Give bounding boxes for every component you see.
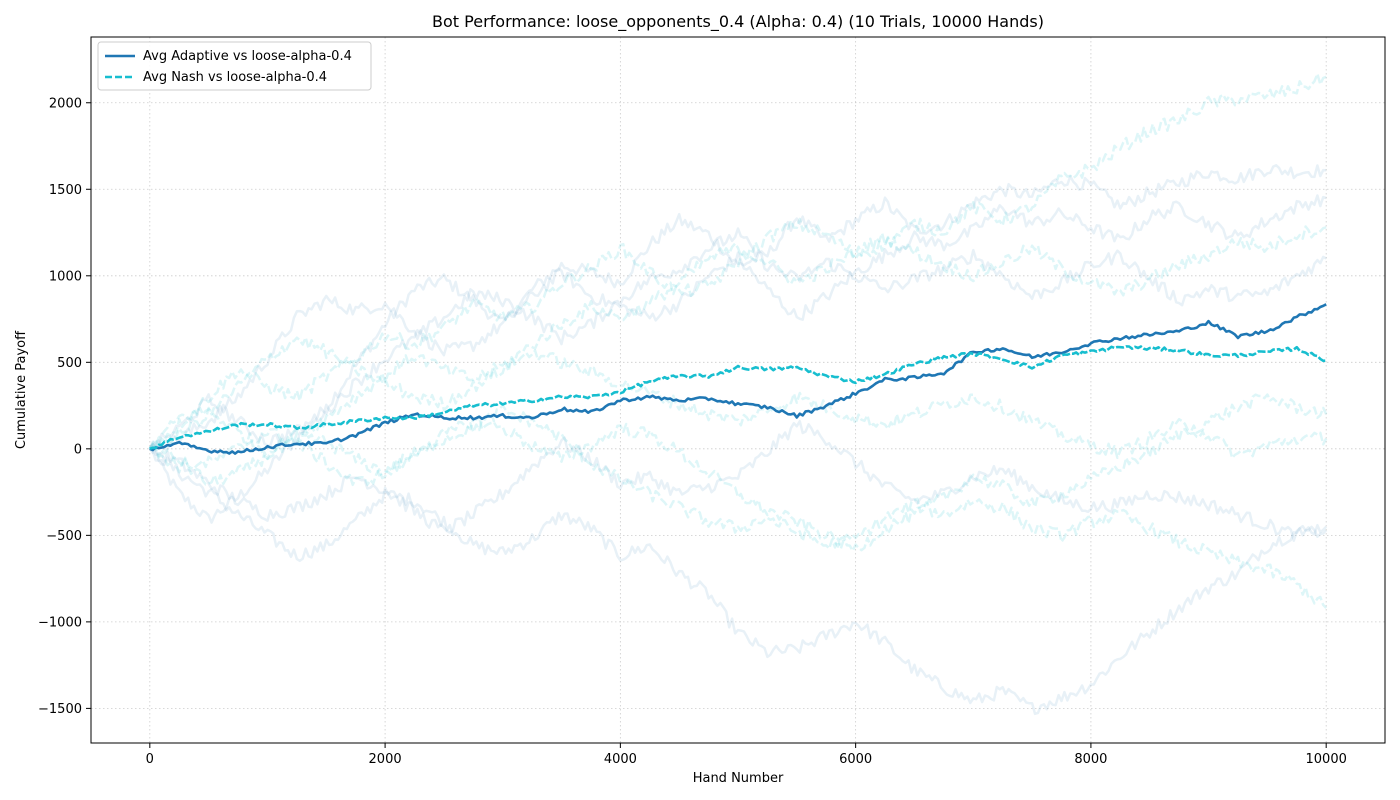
x-tick-label: 8000 — [1074, 752, 1107, 767]
trial-trace-nash — [149, 404, 1328, 609]
trial-trace-adaptive — [148, 164, 1327, 524]
legend-label-nash: Avg Nash vs loose-alpha-0.4 — [143, 70, 327, 85]
x-tick-label: 10000 — [1306, 752, 1347, 767]
y-axis-label: Cumulative Payoff — [14, 330, 29, 449]
trial-trace-nash — [148, 336, 1328, 460]
x-axis-label: Hand Number — [693, 771, 784, 786]
trial-trace-adaptive — [148, 227, 1327, 450]
trial-trace-adaptive — [148, 444, 1328, 716]
y-tick-label: −1500 — [38, 702, 82, 717]
legend-box — [97, 41, 372, 91]
series-line-nash — [149, 345, 1327, 451]
x-tick-label: 2000 — [369, 752, 402, 767]
x-axis-ticks: 0 2000 4000 6000 8000 10000 — [146, 743, 1347, 767]
x-tick-label: 4000 — [604, 752, 637, 767]
y-tick-label: −1000 — [38, 615, 82, 630]
trial-trace-adaptive — [148, 194, 1327, 455]
y-tick-label: 1500 — [49, 183, 82, 198]
grid — [91, 37, 1385, 743]
x-tick-label: 6000 — [839, 752, 872, 767]
x-tick-label: 0 — [146, 752, 154, 767]
plot-frame — [90, 36, 1386, 744]
y-axis-ticks: −1500 −1000 −500 0 500 1000 1500 2000 — [38, 96, 91, 717]
trial-trace-adaptive — [148, 419, 1328, 542]
trial-trace-nash — [149, 393, 1328, 552]
legend-label-adaptive: Avg Adaptive vs loose-alpha-0.4 — [143, 49, 352, 64]
average-series — [149, 303, 1327, 455]
series-line-adaptive — [149, 303, 1327, 455]
trial-trace-nash — [149, 72, 1327, 451]
y-tick-label: 500 — [57, 356, 82, 371]
y-tick-label: 2000 — [49, 96, 82, 111]
y-tick-label: 1000 — [49, 269, 82, 284]
trial-traces — [148, 72, 1328, 716]
y-tick-label: −500 — [46, 529, 82, 544]
y-tick-label: 0 — [74, 442, 82, 457]
chart-title: Bot Performance: loose_opponents_0.4 (Al… — [432, 12, 1044, 32]
legend: Avg Adaptive vs loose-alpha-0.4 Avg Nash… — [97, 41, 372, 91]
trial-trace-nash — [148, 225, 1327, 460]
